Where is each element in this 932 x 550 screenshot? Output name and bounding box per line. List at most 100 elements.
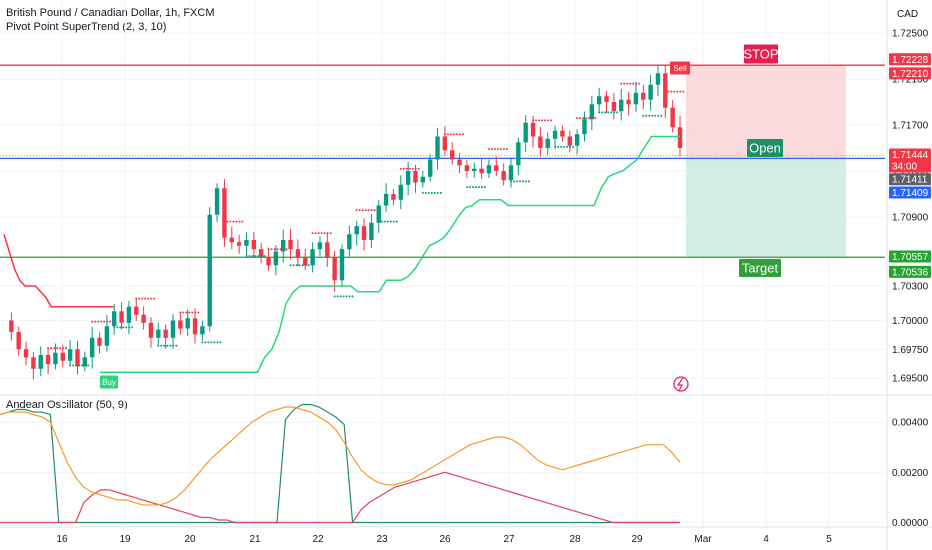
pivot-dot bbox=[572, 145, 575, 148]
pivot-dot bbox=[632, 82, 635, 85]
candle-body bbox=[427, 159, 433, 177]
candle-body bbox=[567, 136, 572, 146]
candle-body bbox=[266, 257, 271, 266]
pivot-dot bbox=[645, 114, 648, 117]
y-tick-label: 1.69500 bbox=[892, 374, 929, 385]
pivot-dot bbox=[525, 180, 527, 183]
pivot-dot bbox=[594, 117, 597, 120]
pivot-dot bbox=[383, 220, 386, 223]
pivot-dot bbox=[377, 220, 380, 223]
candle-body bbox=[626, 99, 631, 105]
pivot-dot bbox=[87, 364, 90, 367]
candle-body bbox=[38, 355, 43, 369]
chart-symbol-title: British Pound / Canadian Dollar, 1h, FXC… bbox=[6, 7, 215, 19]
pivot-dot bbox=[47, 347, 50, 350]
pivot-dot bbox=[427, 191, 430, 194]
osc-signal-line bbox=[0, 406, 681, 506]
pivot-dot bbox=[226, 220, 229, 223]
y-tick-label: 1.72500 bbox=[892, 29, 929, 40]
price-tag bbox=[889, 148, 931, 173]
stop-label-text: STOP bbox=[743, 47, 778, 62]
pivot-dot bbox=[505, 148, 508, 151]
y-tick-label: 1.72100 bbox=[892, 75, 929, 86]
pivot-dot bbox=[361, 209, 364, 212]
pivot-dot bbox=[245, 255, 248, 258]
pivot-dot bbox=[544, 119, 547, 122]
pivot-dot bbox=[499, 148, 502, 151]
candle-body bbox=[369, 222, 374, 240]
price-tag-text: 1.72228 bbox=[892, 55, 929, 66]
candle-body bbox=[310, 249, 315, 266]
price-tag bbox=[889, 53, 931, 66]
pivot-dot bbox=[270, 248, 273, 251]
candle-body bbox=[207, 214, 212, 327]
indicator-legend: Pivot Point SuperTrend (2, 3, 10) bbox=[6, 21, 167, 33]
candle-body bbox=[192, 318, 198, 335]
candle-body bbox=[185, 318, 190, 329]
pivot-dot bbox=[468, 186, 471, 189]
pivot-dot bbox=[471, 186, 474, 189]
pivot-dot bbox=[452, 133, 455, 136]
pivot-dot bbox=[219, 341, 222, 344]
candle-body bbox=[435, 136, 440, 160]
candle-body bbox=[552, 130, 558, 139]
candle-body bbox=[604, 96, 609, 102]
pivot-dot bbox=[430, 191, 433, 194]
pivot-dot bbox=[667, 90, 670, 93]
pivot-dot bbox=[188, 311, 191, 314]
sell-signal-bg bbox=[670, 61, 690, 75]
pivot-dot bbox=[179, 311, 182, 314]
pivot-dot bbox=[557, 145, 560, 148]
price-tag bbox=[889, 67, 931, 80]
price-tag-text: 1.71444 bbox=[892, 150, 929, 161]
x-tick-label: Mar bbox=[694, 534, 712, 545]
candle-body bbox=[236, 242, 242, 246]
pivot-dot bbox=[223, 220, 226, 223]
candle-body bbox=[641, 92, 646, 100]
osc-tick-label: 0.00200 bbox=[892, 468, 929, 479]
pivot-dot bbox=[502, 148, 505, 151]
pivot-dot bbox=[436, 191, 439, 194]
osc-bull-line bbox=[0, 403, 680, 524]
pivot-dot bbox=[175, 344, 178, 347]
x-tick-label: 20 bbox=[184, 534, 196, 545]
pivot-dot bbox=[424, 191, 427, 194]
stop-label-bg bbox=[744, 44, 778, 64]
supertrend-down-line bbox=[3, 234, 114, 308]
pivot-dot bbox=[301, 264, 304, 267]
pivot-dot bbox=[113, 326, 116, 329]
pivot-dot bbox=[248, 255, 251, 258]
candle-body bbox=[589, 104, 595, 120]
candle-body bbox=[45, 355, 51, 365]
x-tick-label: 23 bbox=[376, 534, 388, 545]
pivot-dot bbox=[292, 264, 295, 267]
pivot-dot bbox=[405, 167, 408, 170]
candle-body bbox=[376, 205, 381, 223]
pivot-dot bbox=[182, 311, 185, 314]
candle-body bbox=[156, 329, 161, 338]
candle-body bbox=[163, 329, 168, 338]
candle-body bbox=[450, 150, 455, 160]
pivot-dot bbox=[207, 341, 210, 344]
candle-body bbox=[574, 134, 580, 146]
pivot-dot bbox=[421, 191, 424, 194]
osc-tick-label: 0.00000 bbox=[892, 518, 929, 529]
pivot-dot bbox=[56, 347, 59, 350]
pivot-dot bbox=[210, 341, 213, 344]
pivot-dot bbox=[314, 232, 317, 235]
candle-body bbox=[332, 257, 337, 281]
pivot-dot bbox=[150, 297, 153, 300]
pivot-dot bbox=[131, 326, 134, 329]
pivot-dot bbox=[417, 167, 420, 170]
candle-body bbox=[53, 352, 58, 365]
pivot-dot bbox=[138, 297, 141, 300]
pivot-dot bbox=[380, 220, 383, 223]
pivot-dot bbox=[455, 133, 458, 136]
candle-body bbox=[486, 165, 492, 174]
pivot-dot bbox=[339, 295, 342, 298]
pivot-dot bbox=[623, 82, 626, 85]
price-tag bbox=[889, 250, 931, 263]
pivot-dot bbox=[128, 326, 131, 329]
pivot-dot bbox=[635, 82, 638, 85]
